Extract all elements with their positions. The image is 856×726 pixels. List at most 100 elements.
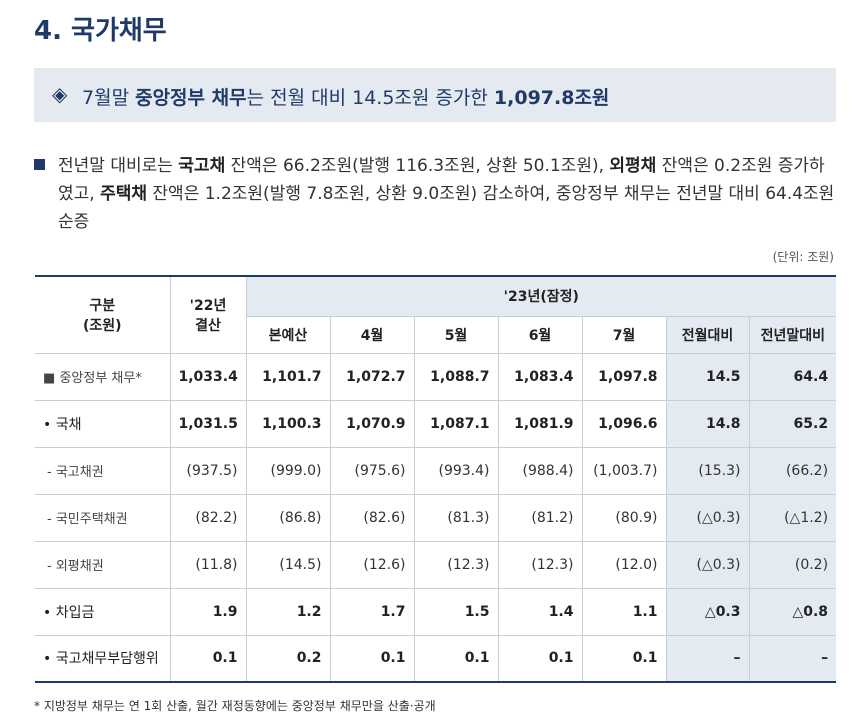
table-cell: 1,033.4 bbox=[169, 352, 247, 401]
table-cell: 1,081.9 bbox=[497, 399, 583, 448]
table-cell: – bbox=[748, 634, 837, 683]
table-cell: 65.2 bbox=[748, 399, 837, 448]
table-cell: 1.4 bbox=[497, 587, 583, 636]
table-row: ■ 중앙정부 채무* 1,033.4 1,101.7 1,072.7 1,088.7 1,… bbox=[35, 352, 837, 401]
row-label-text: 국고채권 bbox=[55, 465, 104, 480]
table-cell: 0.1 bbox=[169, 634, 247, 683]
table-cell: (12.0) bbox=[581, 540, 667, 589]
row-label-text: 차입금 bbox=[55, 604, 95, 621]
section-title: 4. 국가채무 bbox=[34, 16, 167, 46]
table-cell: (82.6) bbox=[329, 493, 415, 542]
summary-highlight-box: ◈ 7월말 중앙정부 채무는 전월 대비 14.5조원 증가한 1,097.8조… bbox=[34, 68, 836, 122]
row-marker: • bbox=[43, 604, 52, 621]
header-2022-settlement: '22년 결산 bbox=[169, 275, 247, 354]
table-cell: (15.3) bbox=[665, 446, 750, 495]
row-label: ■ 중앙정부 채무* bbox=[35, 352, 171, 401]
footnote: * 지방정부 채무는 연 1회 산출, 월간 재정동향에는 중앙정부 채무만을 … bbox=[34, 699, 436, 713]
table-cell: 1,083.4 bbox=[497, 352, 583, 401]
table-cell: 0.1 bbox=[497, 634, 583, 683]
header-mom-change: 전월대비 bbox=[665, 315, 750, 354]
row-label: • 국고채무부담행위 bbox=[35, 634, 171, 683]
table-cell: 0.1 bbox=[581, 634, 667, 683]
row-marker: • bbox=[43, 651, 52, 668]
table-row: • 차입금 1.9 1.2 1.7 1.5 1.4 1.1 △0.3 △0.8 bbox=[35, 587, 837, 636]
table-cell: 1.1 bbox=[581, 587, 667, 636]
header-july: 7월 bbox=[581, 315, 667, 354]
table-cell: (937.5) bbox=[169, 446, 247, 495]
table-cell: 64.4 bbox=[748, 352, 837, 401]
table-cell: 1,088.7 bbox=[413, 352, 499, 401]
table-cell: 0.2 bbox=[245, 634, 331, 683]
table-row: • 국채 1,031.5 1,100.3 1,070.9 1,087.1 1,081.9 1… bbox=[35, 399, 837, 448]
table-cell: △0.8 bbox=[748, 587, 837, 636]
table-cell: (0.2) bbox=[748, 540, 837, 589]
table-cell: 14.8 bbox=[665, 399, 750, 448]
explanation-paragraph: 전년말 대비로는 국고채 잔액은 66.2조원(발행 116.3조원, 상환 5… bbox=[34, 152, 836, 236]
header-category: 구분 (조원) bbox=[35, 275, 171, 354]
row-marker: ■ bbox=[43, 371, 56, 386]
table-cell: 1,087.1 bbox=[413, 399, 499, 448]
table-cell: (81.3) bbox=[413, 493, 499, 542]
table-cell: (993.4) bbox=[413, 446, 499, 495]
row-label-text: 국고채무부담행위 bbox=[55, 651, 159, 668]
header-june: 6월 bbox=[497, 315, 583, 354]
table-cell: 0.1 bbox=[413, 634, 499, 683]
table-cell: (988.4) bbox=[497, 446, 583, 495]
table-row: - 국고채권 (937.5) (999.0) (975.6) (993.4) (988.4… bbox=[35, 446, 837, 495]
table-cell: (△0.3) bbox=[665, 540, 750, 589]
table-cell: △0.3 bbox=[665, 587, 750, 636]
row-label: - 국민주택채권 bbox=[35, 493, 171, 542]
row-label: • 국채 bbox=[35, 399, 171, 448]
table-cell: (14.5) bbox=[245, 540, 331, 589]
header-yoy-change: 전년말대비 bbox=[748, 315, 837, 354]
table-cell: 1,070.9 bbox=[329, 399, 415, 448]
table-row: - 외평채권 (11.8) (14.5) (12.6) (12.3) (12.3) (12.… bbox=[35, 540, 837, 589]
row-label-text: 국채 bbox=[55, 416, 82, 433]
row-label: • 차입금 bbox=[35, 587, 171, 636]
table-cell: 0.1 bbox=[329, 634, 415, 683]
table-cell: 1.2 bbox=[245, 587, 331, 636]
table-row: - 국민주택채권 (82.2) (86.8) (82.6) (81.3) (81.2) (8… bbox=[35, 493, 837, 542]
table-cell: 14.5 bbox=[665, 352, 750, 401]
table-cell: (12.3) bbox=[413, 540, 499, 589]
table-cell: (975.6) bbox=[329, 446, 415, 495]
table-cell: (△1.2) bbox=[748, 493, 837, 542]
row-marker: - bbox=[47, 465, 52, 480]
square-bullet-icon bbox=[34, 159, 45, 170]
table-cell: (12.3) bbox=[497, 540, 583, 589]
table-cell: 1,031.5 bbox=[169, 399, 247, 448]
explanation-text: 전년말 대비로는 국고채 잔액은 66.2조원(발행 116.3조원, 상환 5… bbox=[58, 156, 835, 232]
table-cell: (11.8) bbox=[169, 540, 247, 589]
table-row: • 국고채무부담행위 0.1 0.2 0.1 0.1 0.1 0.1– – bbox=[35, 634, 837, 683]
table-cell: 1,100.3 bbox=[245, 399, 331, 448]
row-label-text: 중앙정부 채무* bbox=[59, 371, 142, 386]
row-marker: - bbox=[47, 559, 52, 574]
row-label: - 국고채권 bbox=[35, 446, 171, 495]
table-cell: 1,096.6 bbox=[581, 399, 667, 448]
summary-text: 7월말 중앙정부 채무는 전월 대비 14.5조원 증가한 1,097.8조원 bbox=[82, 87, 610, 109]
table-cell: 1,072.7 bbox=[329, 352, 415, 401]
table-cell: – bbox=[665, 634, 750, 683]
header-2023-group: '23년(잠정) bbox=[245, 275, 837, 317]
table-cell: (80.9) bbox=[581, 493, 667, 542]
table-cell: 1.9 bbox=[169, 587, 247, 636]
header-may: 5월 bbox=[413, 315, 499, 354]
diamond-icon: ◈ bbox=[52, 82, 68, 106]
table-cell: (82.2) bbox=[169, 493, 247, 542]
row-marker: - bbox=[47, 512, 52, 527]
row-marker: • bbox=[43, 416, 52, 433]
table-cell: 1,101.7 bbox=[245, 352, 331, 401]
row-label-text: 국민주택채권 bbox=[55, 512, 128, 527]
national-debt-table: 구분 (조원) '22년 결산 '23년(잠정) 본예산 4월 5월 6월 7월 전… bbox=[35, 275, 837, 683]
table-cell: 1.7 bbox=[329, 587, 415, 636]
row-label-text: 외평채권 bbox=[55, 559, 104, 574]
table-cell: (81.2) bbox=[497, 493, 583, 542]
table-cell: (86.8) bbox=[245, 493, 331, 542]
table-cell: (△0.3) bbox=[665, 493, 750, 542]
unit-label: (단위: 조원) bbox=[772, 250, 834, 264]
row-label: - 외평채권 bbox=[35, 540, 171, 589]
header-april: 4월 bbox=[329, 315, 415, 354]
header-budget: 본예산 bbox=[245, 315, 331, 354]
table-cell: (66.2) bbox=[748, 446, 837, 495]
table-cell: 1,097.8 bbox=[581, 352, 667, 401]
